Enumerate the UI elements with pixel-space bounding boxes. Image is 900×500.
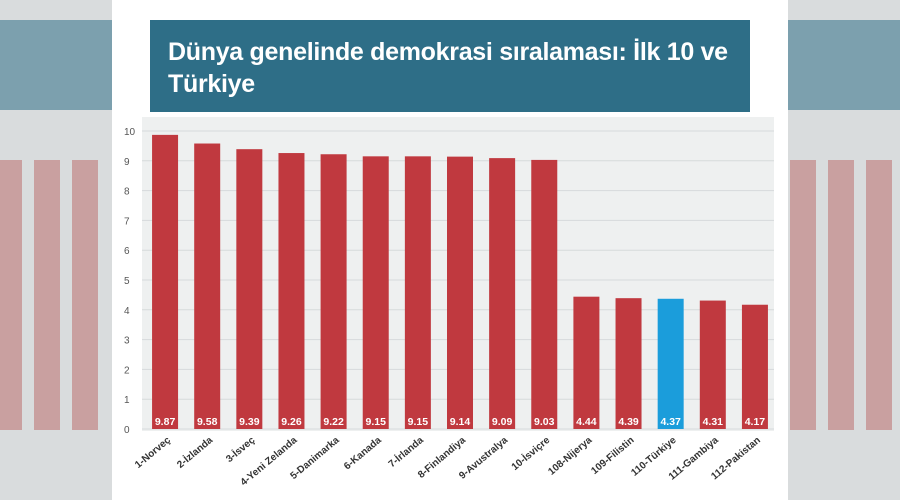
y-tick-label: 5: [124, 276, 130, 287]
backdrop-band: [788, 20, 900, 110]
backdrop-bars: [0, 160, 112, 430]
bar: [741, 304, 768, 429]
data-label: 4.37: [660, 416, 681, 428]
data-label: 4.44: [576, 416, 597, 428]
bar: [152, 134, 179, 429]
x-tick-label: 1-Norveç: [133, 435, 173, 471]
bar: [699, 300, 726, 429]
backdrop-left: [0, 0, 112, 500]
y-tick-label: 2: [124, 365, 130, 376]
x-tick-label: 6-Kanada: [342, 435, 384, 473]
chart-card: Dünya genelinde demokrasi sıralaması: İl…: [112, 0, 788, 500]
data-label: 4.39: [618, 416, 639, 428]
bar: [573, 296, 600, 429]
y-tick-label: 1: [124, 395, 130, 406]
bar-chart: 0 1 2 3 4 5 6 7 8 9 10 9.87 1-Norveç 9.58 2-İzlanda 9.3…: [124, 117, 774, 488]
x-tick-label: 108-Nijerya: [546, 435, 594, 478]
chart-title: Dünya genelinde demokrasi sıralaması: İl…: [168, 38, 728, 98]
bar: [362, 156, 389, 429]
bar: [404, 156, 431, 429]
data-label: 9.58: [197, 416, 218, 428]
y-tick-label: 9: [124, 157, 130, 168]
bar: [531, 159, 558, 429]
y-tick-label: 0: [124, 425, 130, 436]
bar: [278, 153, 305, 429]
data-label: 9.22: [323, 416, 344, 428]
backdrop-band: [0, 20, 112, 110]
data-label: 9.14: [450, 416, 471, 428]
data-label: 9.39: [239, 416, 260, 428]
title-banner: Dünya genelinde demokrasi sıralaması: İl…: [150, 20, 750, 112]
y-tick-label: 4: [124, 306, 130, 317]
data-label: 9.15: [408, 416, 429, 428]
bar: [194, 143, 221, 430]
y-tick-label: 3: [124, 336, 130, 347]
data-label: 9.09: [492, 416, 513, 428]
y-tick-label: 6: [124, 246, 130, 257]
backdrop-right: [788, 0, 900, 500]
x-tick-label: 10-İsviçre: [508, 433, 552, 473]
data-label: 9.87: [155, 416, 176, 428]
data-label: 4.17: [745, 416, 766, 428]
x-tick-label: 3-İsveç: [223, 433, 258, 465]
bar: [447, 156, 473, 429]
y-tick-label: 10: [124, 127, 136, 138]
y-tick-label: 7: [124, 216, 130, 227]
x-tick-label: 2-İzlanda: [174, 433, 215, 471]
bar: [657, 298, 684, 429]
y-tick-label: 8: [124, 187, 130, 198]
data-label: 9.03: [534, 416, 555, 428]
bar: [489, 158, 516, 430]
data-label: 9.26: [281, 416, 302, 428]
bar: [615, 298, 642, 429]
x-tick-label: 7-İrlanda: [386, 433, 427, 470]
backdrop-bars: [788, 160, 900, 430]
data-label: 9.15: [366, 416, 387, 428]
data-label: 4.31: [703, 416, 724, 428]
bar: [320, 154, 347, 429]
bar: [236, 149, 263, 429]
